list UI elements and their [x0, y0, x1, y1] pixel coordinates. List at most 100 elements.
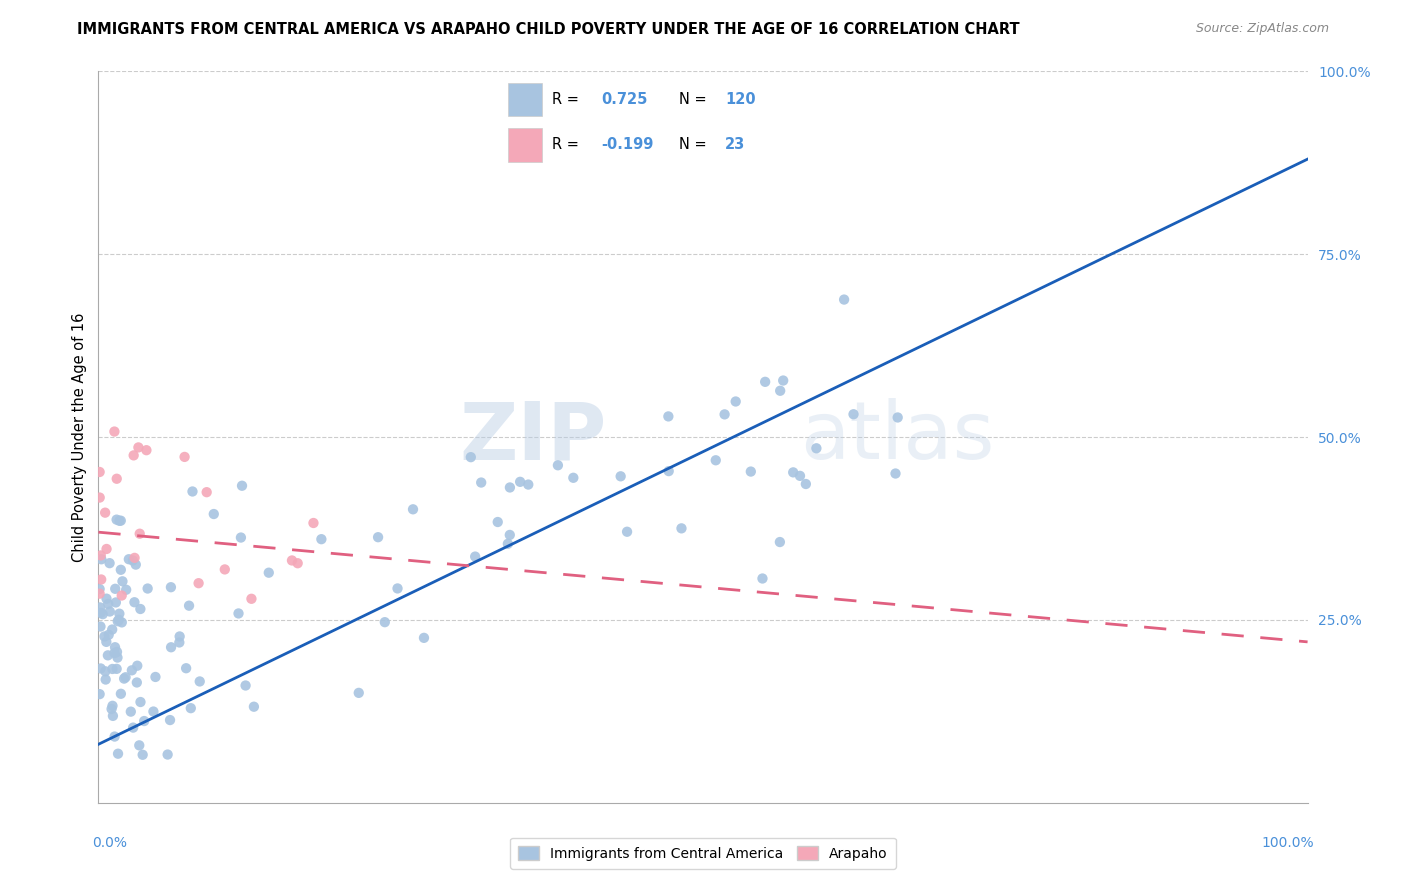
Point — [100, 702, 122, 716]
Point — [159, 713, 181, 727]
Point — [96, 591, 118, 606]
Text: 0.725: 0.725 — [602, 92, 648, 107]
Point — [724, 394, 747, 409]
Point — [104, 730, 127, 744]
Point — [402, 502, 425, 516]
Text: 120: 120 — [725, 92, 755, 107]
Point — [105, 513, 128, 527]
Point — [214, 562, 236, 576]
Point — [884, 467, 907, 481]
Point — [111, 589, 134, 603]
Point — [101, 698, 124, 713]
Point — [832, 293, 855, 307]
Point — [547, 458, 569, 473]
Point — [136, 582, 159, 596]
Point — [104, 640, 127, 655]
Point — [142, 705, 165, 719]
Point — [160, 640, 183, 655]
Point — [460, 450, 482, 465]
Point — [90, 552, 112, 566]
Point — [240, 591, 263, 606]
Point — [156, 747, 179, 762]
Text: N =: N = — [679, 137, 711, 153]
Point — [97, 648, 120, 663]
Y-axis label: Child Poverty Under the Age of 16: Child Poverty Under the Age of 16 — [72, 312, 87, 562]
Point — [89, 491, 111, 505]
Point — [145, 670, 167, 684]
Point — [499, 528, 522, 542]
Point — [131, 747, 153, 762]
Point — [713, 408, 735, 422]
Point — [112, 672, 135, 686]
Point — [347, 686, 370, 700]
Point — [671, 521, 693, 535]
Point — [114, 670, 136, 684]
Point — [121, 663, 143, 677]
Point — [110, 687, 132, 701]
Text: N =: N = — [679, 92, 711, 107]
Point — [302, 516, 325, 530]
Point — [782, 466, 804, 480]
Point — [108, 514, 131, 528]
Point — [122, 721, 145, 735]
Point — [657, 409, 679, 424]
Point — [98, 605, 121, 619]
Point — [287, 556, 309, 570]
Point — [134, 714, 156, 728]
Point — [111, 615, 134, 630]
Point — [464, 549, 486, 564]
Point — [118, 552, 141, 566]
Text: IMMIGRANTS FROM CENTRAL AMERICA VS ARAPAHO CHILD POVERTY UNDER THE AGE OF 16 COR: IMMIGRANTS FROM CENTRAL AMERICA VS ARAPA… — [77, 22, 1019, 37]
Point — [886, 410, 908, 425]
Point — [94, 665, 117, 679]
Point — [180, 701, 202, 715]
Text: -0.199: -0.199 — [602, 137, 654, 153]
Point — [89, 687, 111, 701]
Text: 100.0%: 100.0% — [1261, 836, 1313, 850]
Point — [105, 662, 128, 676]
Point — [129, 602, 152, 616]
Point — [173, 450, 195, 464]
Point — [107, 747, 129, 761]
Point — [751, 572, 773, 586]
Point — [772, 374, 794, 388]
Point — [97, 597, 120, 611]
Point — [96, 635, 118, 649]
Point — [89, 619, 111, 633]
Point — [609, 469, 631, 483]
Point — [235, 678, 257, 692]
Point — [174, 661, 197, 675]
Point — [94, 506, 117, 520]
Point — [509, 475, 531, 489]
Point — [110, 563, 132, 577]
Point — [90, 661, 112, 675]
Point — [517, 477, 540, 491]
Point — [127, 658, 149, 673]
Point — [257, 566, 280, 580]
Point — [111, 574, 134, 589]
Point — [90, 606, 112, 620]
Point — [177, 599, 200, 613]
Point — [789, 468, 811, 483]
Point — [496, 537, 519, 551]
Point — [94, 673, 117, 687]
Point — [658, 464, 681, 478]
Point — [616, 524, 638, 539]
Text: ZIP: ZIP — [458, 398, 606, 476]
Point — [374, 615, 396, 630]
Point — [101, 662, 124, 676]
Point — [128, 739, 150, 753]
Point — [104, 595, 127, 609]
Point — [89, 582, 111, 596]
Point — [125, 558, 148, 572]
Point — [91, 607, 114, 622]
Point — [129, 695, 152, 709]
Point — [125, 675, 148, 690]
Point — [754, 375, 776, 389]
Point — [122, 449, 145, 463]
Point — [127, 441, 149, 455]
Point — [128, 526, 150, 541]
Point — [124, 550, 146, 565]
Text: atlas: atlas — [800, 398, 994, 476]
Text: 0.0%: 0.0% — [93, 836, 128, 850]
